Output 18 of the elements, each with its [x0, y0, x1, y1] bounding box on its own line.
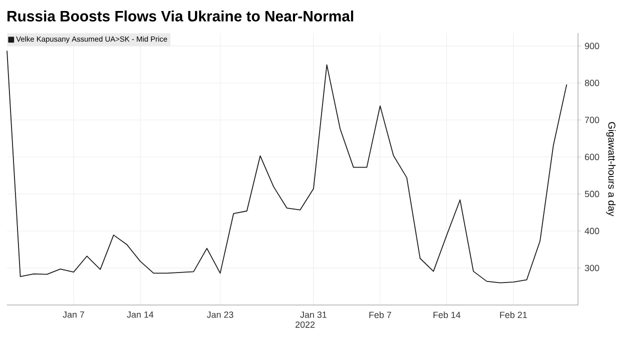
x-tick-label: Jan 23 [206, 312, 234, 318]
y-tick-label: 400 [584, 228, 600, 234]
x-tick-label: Feb 21 [500, 312, 527, 318]
x-tick-label: Feb 7 [369, 312, 392, 318]
y-tick-label: 300 [584, 264, 600, 272]
x-tick-label: Jan 7 [62, 312, 84, 318]
y-tick-label: 800 [584, 80, 600, 86]
y-axis-title: Gigawatt-hours a day [606, 122, 616, 216]
y-tick-label: 600 [584, 154, 600, 160]
x-tick-label: Jan 14 [126, 312, 154, 318]
line-series [6, 50, 568, 284]
y-tick-label: 900 [584, 42, 600, 50]
x-tick-label: Feb 14 [434, 312, 460, 318]
y-tick-label: 700 [584, 116, 600, 124]
text: 2022 [296, 321, 315, 328]
chart-title: Russia Boosts Flows Via Ukraine to Near-Normal [8, 10, 354, 22]
x-tick-label: Jan 31 [300, 312, 326, 318]
y-tick-label: 500 [584, 190, 600, 198]
